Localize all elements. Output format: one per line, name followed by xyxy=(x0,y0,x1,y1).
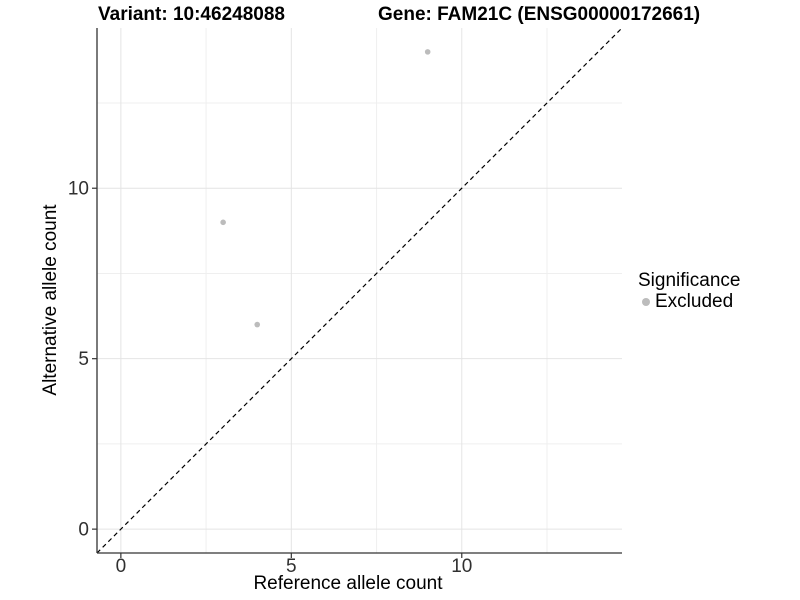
gene-title: Gene: FAM21C (ENSG00000172661) xyxy=(378,4,701,25)
y-tick-label: 5 xyxy=(78,349,89,370)
x-axis-title: Reference allele count xyxy=(253,573,443,594)
variant-title: Variant: 10:46248088 xyxy=(98,4,285,25)
x-tick-label: 0 xyxy=(116,556,127,577)
excluded-point-icon xyxy=(642,298,650,306)
data-point xyxy=(254,321,261,328)
legend: Significance Excluded xyxy=(638,271,740,312)
legend-item-excluded: Excluded xyxy=(638,292,740,312)
identity-dashed-line xyxy=(96,27,623,554)
data-point xyxy=(220,219,226,226)
legend-item-label: Excluded xyxy=(655,291,734,312)
y-tick-label: 0 xyxy=(78,520,89,541)
data-point xyxy=(424,49,431,55)
y-tick-label: 10 xyxy=(68,179,89,200)
y-axis-title: Alternative allele count xyxy=(40,204,61,396)
legend-title: Significance xyxy=(638,270,741,291)
x-tick-label: 10 xyxy=(451,556,472,577)
x-tick-label: 5 xyxy=(286,556,297,577)
